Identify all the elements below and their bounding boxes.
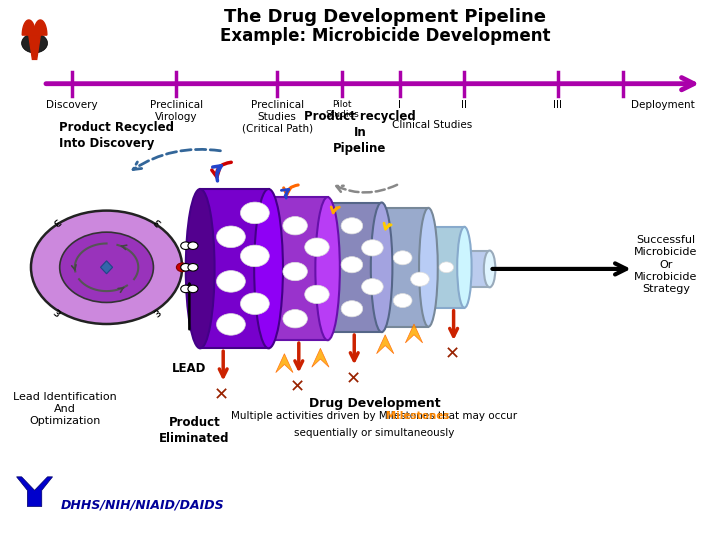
- Polygon shape: [22, 20, 35, 35]
- Circle shape: [217, 314, 246, 335]
- Text: Successful
Microbicide
Or
Microbicide
Strategy: Successful Microbicide Or Microbicide St…: [634, 235, 698, 294]
- Ellipse shape: [419, 208, 438, 327]
- Circle shape: [240, 245, 269, 267]
- Polygon shape: [34, 20, 47, 35]
- Text: LEAD: LEAD: [172, 362, 207, 375]
- Ellipse shape: [254, 189, 283, 348]
- Polygon shape: [377, 335, 394, 354]
- Text: ✕: ✕: [444, 346, 460, 364]
- Text: I: I: [398, 100, 401, 110]
- Polygon shape: [17, 477, 53, 507]
- Circle shape: [188, 264, 198, 271]
- FancyBboxPatch shape: [428, 227, 464, 308]
- Text: Product recycled
In
Pipeline: Product recycled In Pipeline: [304, 110, 416, 155]
- Text: Example: Microbicide Development: Example: Microbicide Development: [220, 27, 551, 45]
- Text: II: II: [462, 100, 467, 110]
- Circle shape: [341, 301, 363, 317]
- Text: Drug Development: Drug Development: [309, 397, 440, 410]
- Polygon shape: [312, 348, 329, 367]
- Ellipse shape: [371, 202, 392, 332]
- Ellipse shape: [421, 227, 436, 308]
- Text: III: III: [554, 100, 562, 110]
- Text: ε: ε: [50, 216, 64, 230]
- Circle shape: [188, 285, 198, 293]
- Polygon shape: [405, 324, 423, 343]
- Text: sequentially or simultaneously: sequentially or simultaneously: [294, 428, 454, 438]
- Circle shape: [305, 238, 329, 256]
- Text: Discovery: Discovery: [46, 100, 98, 110]
- Polygon shape: [29, 35, 40, 59]
- Circle shape: [439, 262, 454, 273]
- Circle shape: [410, 272, 429, 286]
- Ellipse shape: [459, 251, 470, 287]
- Text: Deployment: Deployment: [631, 100, 694, 110]
- Text: ε: ε: [149, 305, 163, 319]
- Ellipse shape: [186, 189, 215, 348]
- FancyBboxPatch shape: [464, 251, 490, 287]
- Circle shape: [283, 309, 307, 328]
- Circle shape: [181, 242, 191, 249]
- FancyBboxPatch shape: [200, 189, 269, 348]
- Circle shape: [31, 211, 182, 324]
- Ellipse shape: [372, 208, 391, 327]
- Text: Pilot
Studies: Pilot Studies: [325, 100, 359, 119]
- Circle shape: [217, 226, 246, 247]
- Circle shape: [305, 285, 329, 303]
- Polygon shape: [276, 354, 293, 373]
- Text: Preclinical
Virology: Preclinical Virology: [150, 100, 203, 122]
- Circle shape: [181, 285, 191, 293]
- Text: The Drug Development Pipeline: The Drug Development Pipeline: [224, 8, 546, 26]
- Ellipse shape: [256, 197, 281, 340]
- FancyBboxPatch shape: [382, 208, 428, 327]
- Circle shape: [188, 242, 198, 249]
- Text: Multiple activities driven by Milestones that may occur: Multiple activities driven by Milestones…: [231, 411, 518, 422]
- Text: Product
Eliminated: Product Eliminated: [159, 416, 230, 445]
- Text: ε: ε: [50, 305, 64, 319]
- Text: ✕: ✕: [345, 370, 361, 388]
- Ellipse shape: [315, 197, 340, 340]
- Circle shape: [22, 33, 48, 53]
- Polygon shape: [101, 261, 112, 274]
- Ellipse shape: [484, 251, 495, 287]
- Text: Clinical Studies: Clinical Studies: [392, 120, 472, 130]
- Circle shape: [217, 271, 246, 292]
- Text: ✕: ✕: [289, 378, 305, 396]
- FancyBboxPatch shape: [328, 202, 382, 332]
- Text: Product Recycled
Into Discovery: Product Recycled Into Discovery: [59, 120, 174, 150]
- Circle shape: [240, 293, 269, 314]
- Circle shape: [341, 256, 363, 273]
- Ellipse shape: [457, 227, 472, 308]
- Circle shape: [361, 279, 383, 295]
- Circle shape: [361, 240, 383, 256]
- Circle shape: [393, 251, 412, 265]
- Circle shape: [181, 264, 191, 271]
- Text: ✕: ✕: [214, 386, 230, 404]
- Circle shape: [283, 262, 307, 281]
- Circle shape: [393, 294, 412, 308]
- Circle shape: [60, 232, 153, 302]
- Circle shape: [240, 202, 269, 224]
- Text: DHHS/NIH/NIAID/DAIDS: DHHS/NIH/NIAID/DAIDS: [61, 498, 225, 511]
- FancyBboxPatch shape: [269, 197, 328, 340]
- Text: Milestones: Milestones: [277, 411, 450, 422]
- Text: Lead Identification
And
Optimization: Lead Identification And Optimization: [13, 392, 117, 426]
- Text: ε: ε: [149, 216, 163, 230]
- Circle shape: [176, 263, 188, 272]
- Text: Preclinical
Studies
(Critical Path): Preclinical Studies (Critical Path): [242, 100, 312, 133]
- Circle shape: [341, 218, 363, 234]
- Circle shape: [283, 217, 307, 235]
- Ellipse shape: [317, 202, 338, 332]
